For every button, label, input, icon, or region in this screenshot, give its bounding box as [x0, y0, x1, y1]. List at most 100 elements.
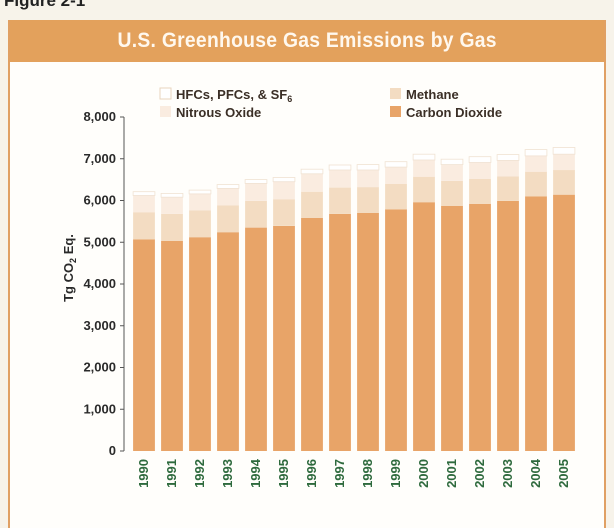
x-tick-label: 1993: [220, 459, 235, 488]
y-tick-label: 4,000: [83, 276, 116, 291]
bar-carbon-dioxide-2005: [553, 194, 575, 451]
bar-methane-1997: [329, 187, 351, 214]
bar-nitrous-oxide-1998: [357, 170, 379, 188]
y-axis-label-sub: 2: [68, 258, 78, 263]
bar-methane-1990: [133, 212, 155, 240]
bar-carbon-dioxide-1997: [329, 213, 351, 451]
bar-nitrous-oxide-1999: [385, 167, 407, 184]
y-axis: 0 1,000 2,000 3,000 4,000 5,000 6,000 7,000 8,00…: [83, 109, 125, 458]
y-tick-label: 5,000: [83, 234, 116, 249]
bar-methane-1994: [245, 200, 267, 228]
bar-nitrous-oxide-2003: [497, 160, 519, 177]
bar-nitrous-oxide-1992: [189, 193, 211, 211]
bar-hfcs-pfcs-sf6-1992: [188, 189, 212, 195]
bar-hfcs-pfcs-sf6-1991: [160, 192, 184, 198]
legend-label: Nitrous Oxide: [176, 105, 261, 120]
bar-nitrous-oxide-1991: [161, 197, 183, 214]
x-tick-label: 1995: [276, 459, 291, 488]
chart-title: U.S. Greenhouse Gas Emissions by Gas: [117, 29, 497, 52]
bar-carbon-dioxide-1990: [133, 239, 155, 451]
bar-carbon-dioxide-2003: [497, 200, 519, 451]
y-tick-label: 8,000: [83, 109, 116, 124]
y-tick-label: 3,000: [83, 318, 116, 333]
bar-hfcs-pfcs-sf6-2000: [412, 153, 436, 161]
y-axis-label-unit: Eq.: [61, 234, 76, 258]
legend-swatch: [160, 106, 171, 117]
bar-hfcs-pfcs-sf6-1994: [244, 179, 268, 184]
bar-carbon-dioxide-1999: [385, 209, 407, 451]
bar-nitrous-oxide-2001: [441, 164, 463, 181]
x-tick-label: 2004: [528, 458, 543, 488]
bar-carbon-dioxide-2002: [469, 203, 491, 451]
bar-carbon-dioxide-1996: [301, 218, 323, 451]
x-tick-label: 2001: [444, 459, 459, 488]
bar-methane-1991: [161, 213, 183, 241]
bar-methane-1999: [385, 183, 407, 210]
bar-carbon-dioxide-2001: [441, 205, 463, 451]
bar-hfcs-pfcs-sf6-1990: [132, 191, 156, 196]
bar-methane-2000: [413, 176, 435, 203]
bar-hfcs-pfcs-sf6-2005: [552, 147, 576, 155]
bar-methane-2003: [497, 176, 519, 201]
x-tick-label: 1990: [136, 459, 151, 488]
bar-hfcs-pfcs-sf6-1997: [328, 164, 352, 171]
bar-carbon-dioxide-2000: [413, 202, 435, 451]
x-tick-label: 1997: [332, 459, 347, 488]
bar-hfcs-pfcs-sf6-2004: [524, 149, 548, 157]
bar-hfcs-pfcs-sf6-1998: [356, 164, 380, 171]
bar-carbon-dioxide-1991: [161, 241, 183, 451]
bar-methane-2004: [525, 171, 547, 197]
y-tick-label: 1,000: [83, 401, 116, 416]
bar-methane-1996: [301, 191, 323, 218]
bar-methane-1992: [189, 210, 211, 238]
bar-nitrous-oxide-1995: [273, 181, 295, 200]
bar-nitrous-oxide-1996: [301, 173, 323, 192]
bar-methane-1993: [217, 205, 239, 233]
bar-hfcs-pfcs-sf6-1999: [384, 161, 408, 168]
bar-nitrous-oxide-2000: [413, 160, 435, 177]
bar-hfcs-pfcs-sf6-2003: [496, 154, 520, 161]
bar-nitrous-oxide-1997: [329, 170, 351, 188]
legend-label: Carbon Dioxide: [406, 105, 502, 120]
bar-methane-2002: [469, 178, 491, 204]
bar-methane-2001: [441, 180, 463, 206]
y-tick-label: 0: [109, 443, 116, 458]
x-tick-label: 1999: [388, 459, 403, 488]
bar-nitrous-oxide-2004: [525, 155, 547, 172]
bar-methane-1995: [273, 199, 295, 226]
legend-swatch: [159, 87, 172, 100]
legend-swatch: [390, 88, 401, 99]
bar-hfcs-pfcs-sf6-1993: [216, 184, 240, 189]
x-tick-label: 1994: [248, 458, 263, 488]
bar-hfcs-pfcs-sf6-1995: [272, 177, 296, 183]
bar-carbon-dioxide-1992: [189, 237, 211, 451]
y-tick-label: 2,000: [83, 360, 116, 375]
x-tick-label: 2005: [556, 459, 571, 488]
x-tick-label: 1996: [304, 459, 319, 488]
bar-carbon-dioxide-1993: [217, 232, 239, 451]
figure-label: Figure 2-1: [4, 0, 86, 10]
bar-methane-2005: [553, 170, 575, 195]
x-tick-label: 2003: [500, 459, 515, 488]
x-tick-label: 2002: [472, 459, 487, 488]
x-tick-label: 1998: [360, 459, 375, 488]
x-axis-ticks: 1990 1991 1992 1993 1994 1995 1996 1997 1998 1999…: [136, 458, 571, 488]
bar-hfcs-pfcs-sf6-2002: [468, 156, 492, 163]
bar-nitrous-oxide-2002: [469, 162, 491, 179]
bar-carbon-dioxide-1995: [273, 226, 295, 451]
y-tick-label: 7,000: [83, 151, 116, 166]
bar-methane-1998: [357, 187, 379, 213]
bar-hfcs-pfcs-sf6-2001: [440, 158, 464, 165]
bar-carbon-dioxide-1994: [245, 227, 267, 451]
x-tick-label: 2000: [416, 459, 431, 488]
bar-hfcs-pfcs-sf6-1996: [300, 168, 324, 175]
x-tick-label: 1992: [192, 459, 207, 488]
bar-carbon-dioxide-1998: [357, 213, 379, 451]
bar-nitrous-oxide-1994: [245, 183, 267, 201]
y-tick-label: 6,000: [83, 193, 116, 208]
chart-title-bar: U.S. Greenhouse Gas Emissions by Gas: [10, 20, 604, 62]
legend-label: HFCs, PFCs, & SF6: [176, 87, 292, 104]
legend: HFCs, PFCs, & SF6 Methane Nitrous Oxide Car…: [159, 87, 502, 120]
y-axis-label: Tg CO2 Eq.: [61, 234, 78, 302]
